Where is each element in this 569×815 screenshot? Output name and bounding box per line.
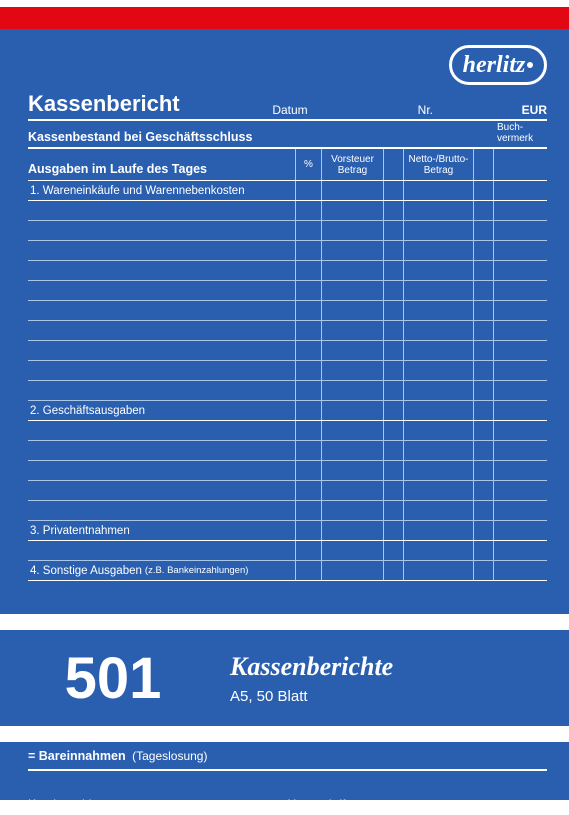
product-box: 501 Kassenberichte A5, 50 Blatt [0, 630, 569, 726]
blank-row [28, 501, 547, 521]
number-label: Nr. [418, 103, 433, 117]
blank-row [28, 541, 547, 561]
col-vorsteuer-dec [383, 149, 403, 180]
blank-row [28, 281, 547, 301]
kundenzahl-label: Kundenzahl [28, 797, 288, 811]
col-netto: Netto-/Brutto- Betrag [403, 149, 473, 180]
product-sub: A5, 50 Blatt [230, 688, 569, 705]
white-band-1 [0, 614, 569, 630]
eur-label: EUR [493, 103, 547, 117]
blank-row [28, 201, 547, 221]
col-percent: % [295, 149, 321, 180]
col-vorsteuer: Vorsteuer Betrag [321, 149, 383, 180]
blank-row [28, 421, 547, 441]
grid-rows: 1. Wareneinkäufe und Warennebenkosten 2. … [28, 181, 547, 581]
product-title: Kassenberichte [230, 652, 569, 682]
col-buch [493, 149, 547, 180]
blank-row [28, 441, 547, 461]
blank-row [28, 461, 547, 481]
bareinnahmen-row: = Bareinnahmen (Tageslosung) [28, 745, 547, 771]
blank-row [28, 321, 547, 341]
blank-row [28, 361, 547, 381]
section-row: 2. Geschäftsausgaben [28, 401, 547, 421]
section-row: 3. Privatentnahmen [28, 521, 547, 541]
blank-row [28, 341, 547, 361]
white-band-2 [0, 726, 569, 742]
blank-row [28, 381, 547, 401]
blank-row [28, 221, 547, 241]
product-number: 501 [0, 630, 200, 726]
form-page: herlitz Kassenbericht Datum Nr. EUR Kass… [0, 29, 569, 800]
section-row: 1. Wareneinkäufe und Warennebenkosten [28, 181, 547, 201]
blank-row [28, 301, 547, 321]
kassenbestand-row: Kassenbestand bei Geschäftsschluss Buch-… [28, 121, 547, 149]
form-area: Kassenbericht Datum Nr. EUR Kassenbestan… [28, 91, 547, 581]
form-title: Kassenbericht [28, 91, 258, 117]
bareinnahmen-note: (Tageslosung) [132, 749, 207, 763]
date-label: Datum [272, 103, 307, 117]
buchvermerk-label: Buch- vermerk [493, 123, 547, 144]
kassenbestand-label: Kassenbestand bei Geschäftsschluss [28, 130, 493, 144]
logo-text: herlitz [463, 52, 526, 79]
blank-row [28, 481, 547, 501]
section-row: 4. Sonstige Ausgaben (z.B. Bankeinzahlun… [28, 561, 547, 581]
footer: = Bareinnahmen (Tageslosung) Kundenzahl … [28, 745, 547, 815]
blank-row [28, 241, 547, 261]
ausgaben-label: Ausgaben im Laufe des Tages [28, 149, 295, 180]
product-text: Kassenberichte A5, 50 Blatt [200, 630, 569, 726]
ausgaben-header-row: Ausgaben im Laufe des Tages % Vorsteuer … [28, 149, 547, 181]
top-red-bar [0, 7, 569, 29]
col-netto-dec [473, 149, 493, 180]
unterschrift-label: Unterschrift [288, 797, 548, 811]
form-header: Kassenbericht Datum Nr. EUR [28, 91, 547, 121]
blank-row [28, 261, 547, 281]
herlitz-logo: herlitz [449, 45, 547, 85]
bareinnahmen-bold: = Bareinnahmen [28, 749, 126, 763]
